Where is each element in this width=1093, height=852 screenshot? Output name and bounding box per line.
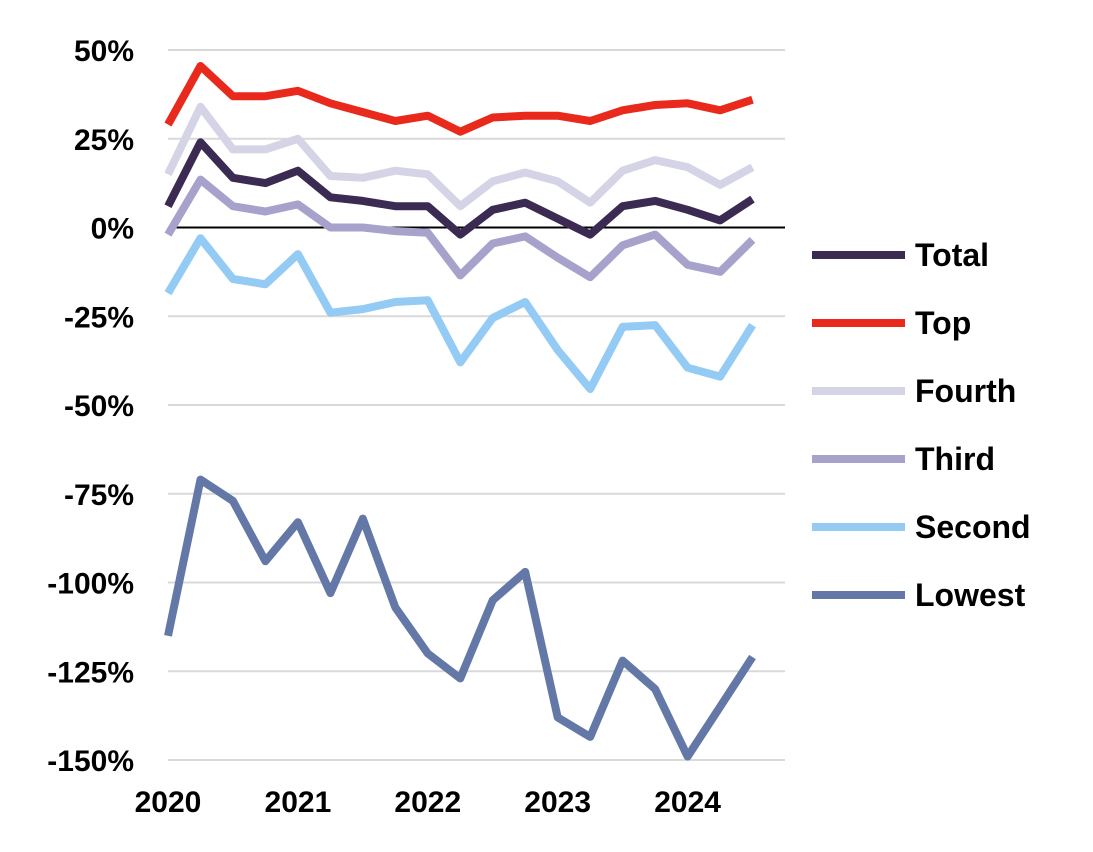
y-tick-label: -150% bbox=[47, 745, 134, 778]
legend-label: Total bbox=[915, 237, 989, 273]
legend-label: Fourth bbox=[915, 373, 1016, 409]
y-tick-labels: 50% 25% 0% -25% -50% -75% -100% -125% -150% bbox=[47, 35, 134, 778]
legend: Total Top Fourth Third Second Lowest bbox=[812, 237, 1031, 613]
y-tick-label: -25% bbox=[64, 301, 134, 334]
y-tick-label: 0% bbox=[91, 213, 134, 246]
series-lines bbox=[164, 62, 756, 761]
series-line-total bbox=[164, 138, 755, 239]
legend-item-total: Total bbox=[812, 237, 989, 273]
y-tick-label: -50% bbox=[64, 390, 134, 423]
x-tick-label: 2024 bbox=[654, 786, 721, 819]
legend-item-third: Third bbox=[812, 441, 995, 477]
x-tick-label: 2020 bbox=[135, 786, 202, 819]
y-tick-label: 25% bbox=[74, 124, 134, 157]
x-tick-label: 2022 bbox=[394, 786, 461, 819]
legend-label: Second bbox=[915, 509, 1031, 545]
legend-item-fourth: Fourth bbox=[812, 373, 1016, 409]
y-tick-label: -75% bbox=[64, 479, 134, 512]
y-tick-label: -125% bbox=[47, 656, 134, 689]
legend-label: Third bbox=[915, 441, 995, 477]
series-line-third bbox=[164, 175, 756, 282]
y-tick-label: 50% bbox=[74, 35, 134, 68]
legend-label: Lowest bbox=[915, 577, 1026, 613]
x-tick-label: 2021 bbox=[265, 786, 332, 819]
gridlines bbox=[168, 49, 785, 761]
legend-label: Top bbox=[915, 305, 971, 341]
y-tick-label: -100% bbox=[47, 568, 134, 601]
series-line-fourth bbox=[164, 102, 755, 211]
legend-item-top: Top bbox=[812, 305, 971, 341]
x-tick-label: 2023 bbox=[524, 786, 591, 819]
legend-item-second: Second bbox=[812, 509, 1031, 545]
series-line-second bbox=[164, 234, 756, 393]
legend-item-lowest: Lowest bbox=[812, 577, 1026, 613]
series-line-lowest bbox=[164, 475, 756, 761]
x-tick-labels: 2020 2021 2022 2023 2024 bbox=[135, 786, 722, 819]
series-line-top bbox=[164, 62, 754, 136]
